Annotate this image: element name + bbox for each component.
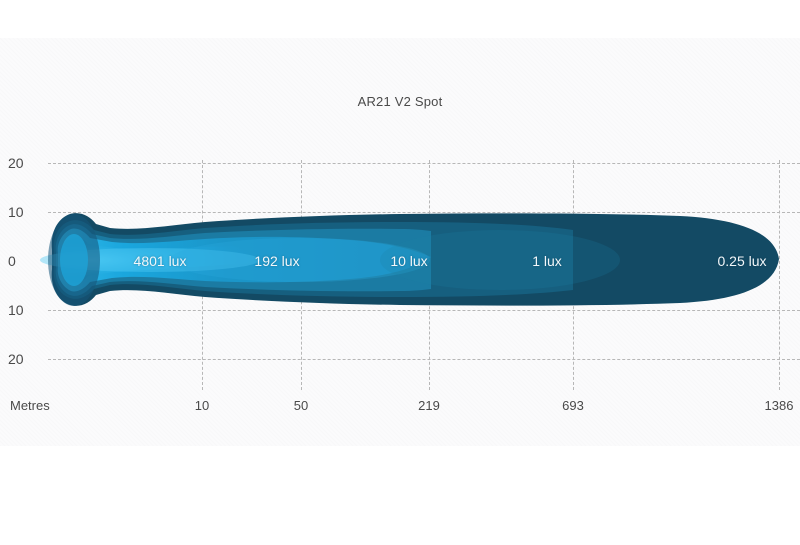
y-tick-0: 0 <box>8 253 16 269</box>
gridline-horizontal-20-bottom <box>48 359 800 360</box>
y-tick-10-bottom: 10 <box>8 302 24 318</box>
x-tick-219: 219 <box>418 398 440 413</box>
gridline-horizontal-10-bottom <box>48 310 800 311</box>
lux-label-10: 10 lux <box>390 253 428 269</box>
y-tick-20-bottom: 20 <box>8 351 24 367</box>
x-tick-693: 693 <box>562 398 584 413</box>
x-tick-50: 50 <box>293 398 309 413</box>
x-axis-label: Metres <box>10 398 50 413</box>
lux-label-192: 192 lux <box>254 253 300 269</box>
beam-inner-glow <box>170 238 430 282</box>
y-tick-10-top: 10 <box>8 204 24 220</box>
beam-band-4801-lux <box>59 236 315 284</box>
beam-source-core <box>60 234 88 286</box>
y-tick-20-top: 20 <box>8 155 24 171</box>
gridline-horizontal-20-top <box>48 163 800 164</box>
beam-far-glow <box>380 230 620 290</box>
gridline-vertical-1386m <box>779 160 780 390</box>
chart-title: AR21 V2 Spot <box>357 94 443 109</box>
lux-label-1: 1 lux <box>532 253 562 269</box>
x-tick-10: 10 <box>194 398 210 413</box>
x-tick-1386: 1386 <box>764 398 794 413</box>
lux-label-0-25: 0.25 lux <box>717 253 767 269</box>
gridline-horizontal-10-top <box>48 212 800 213</box>
lux-label-4801: 4801 lux <box>133 253 187 269</box>
